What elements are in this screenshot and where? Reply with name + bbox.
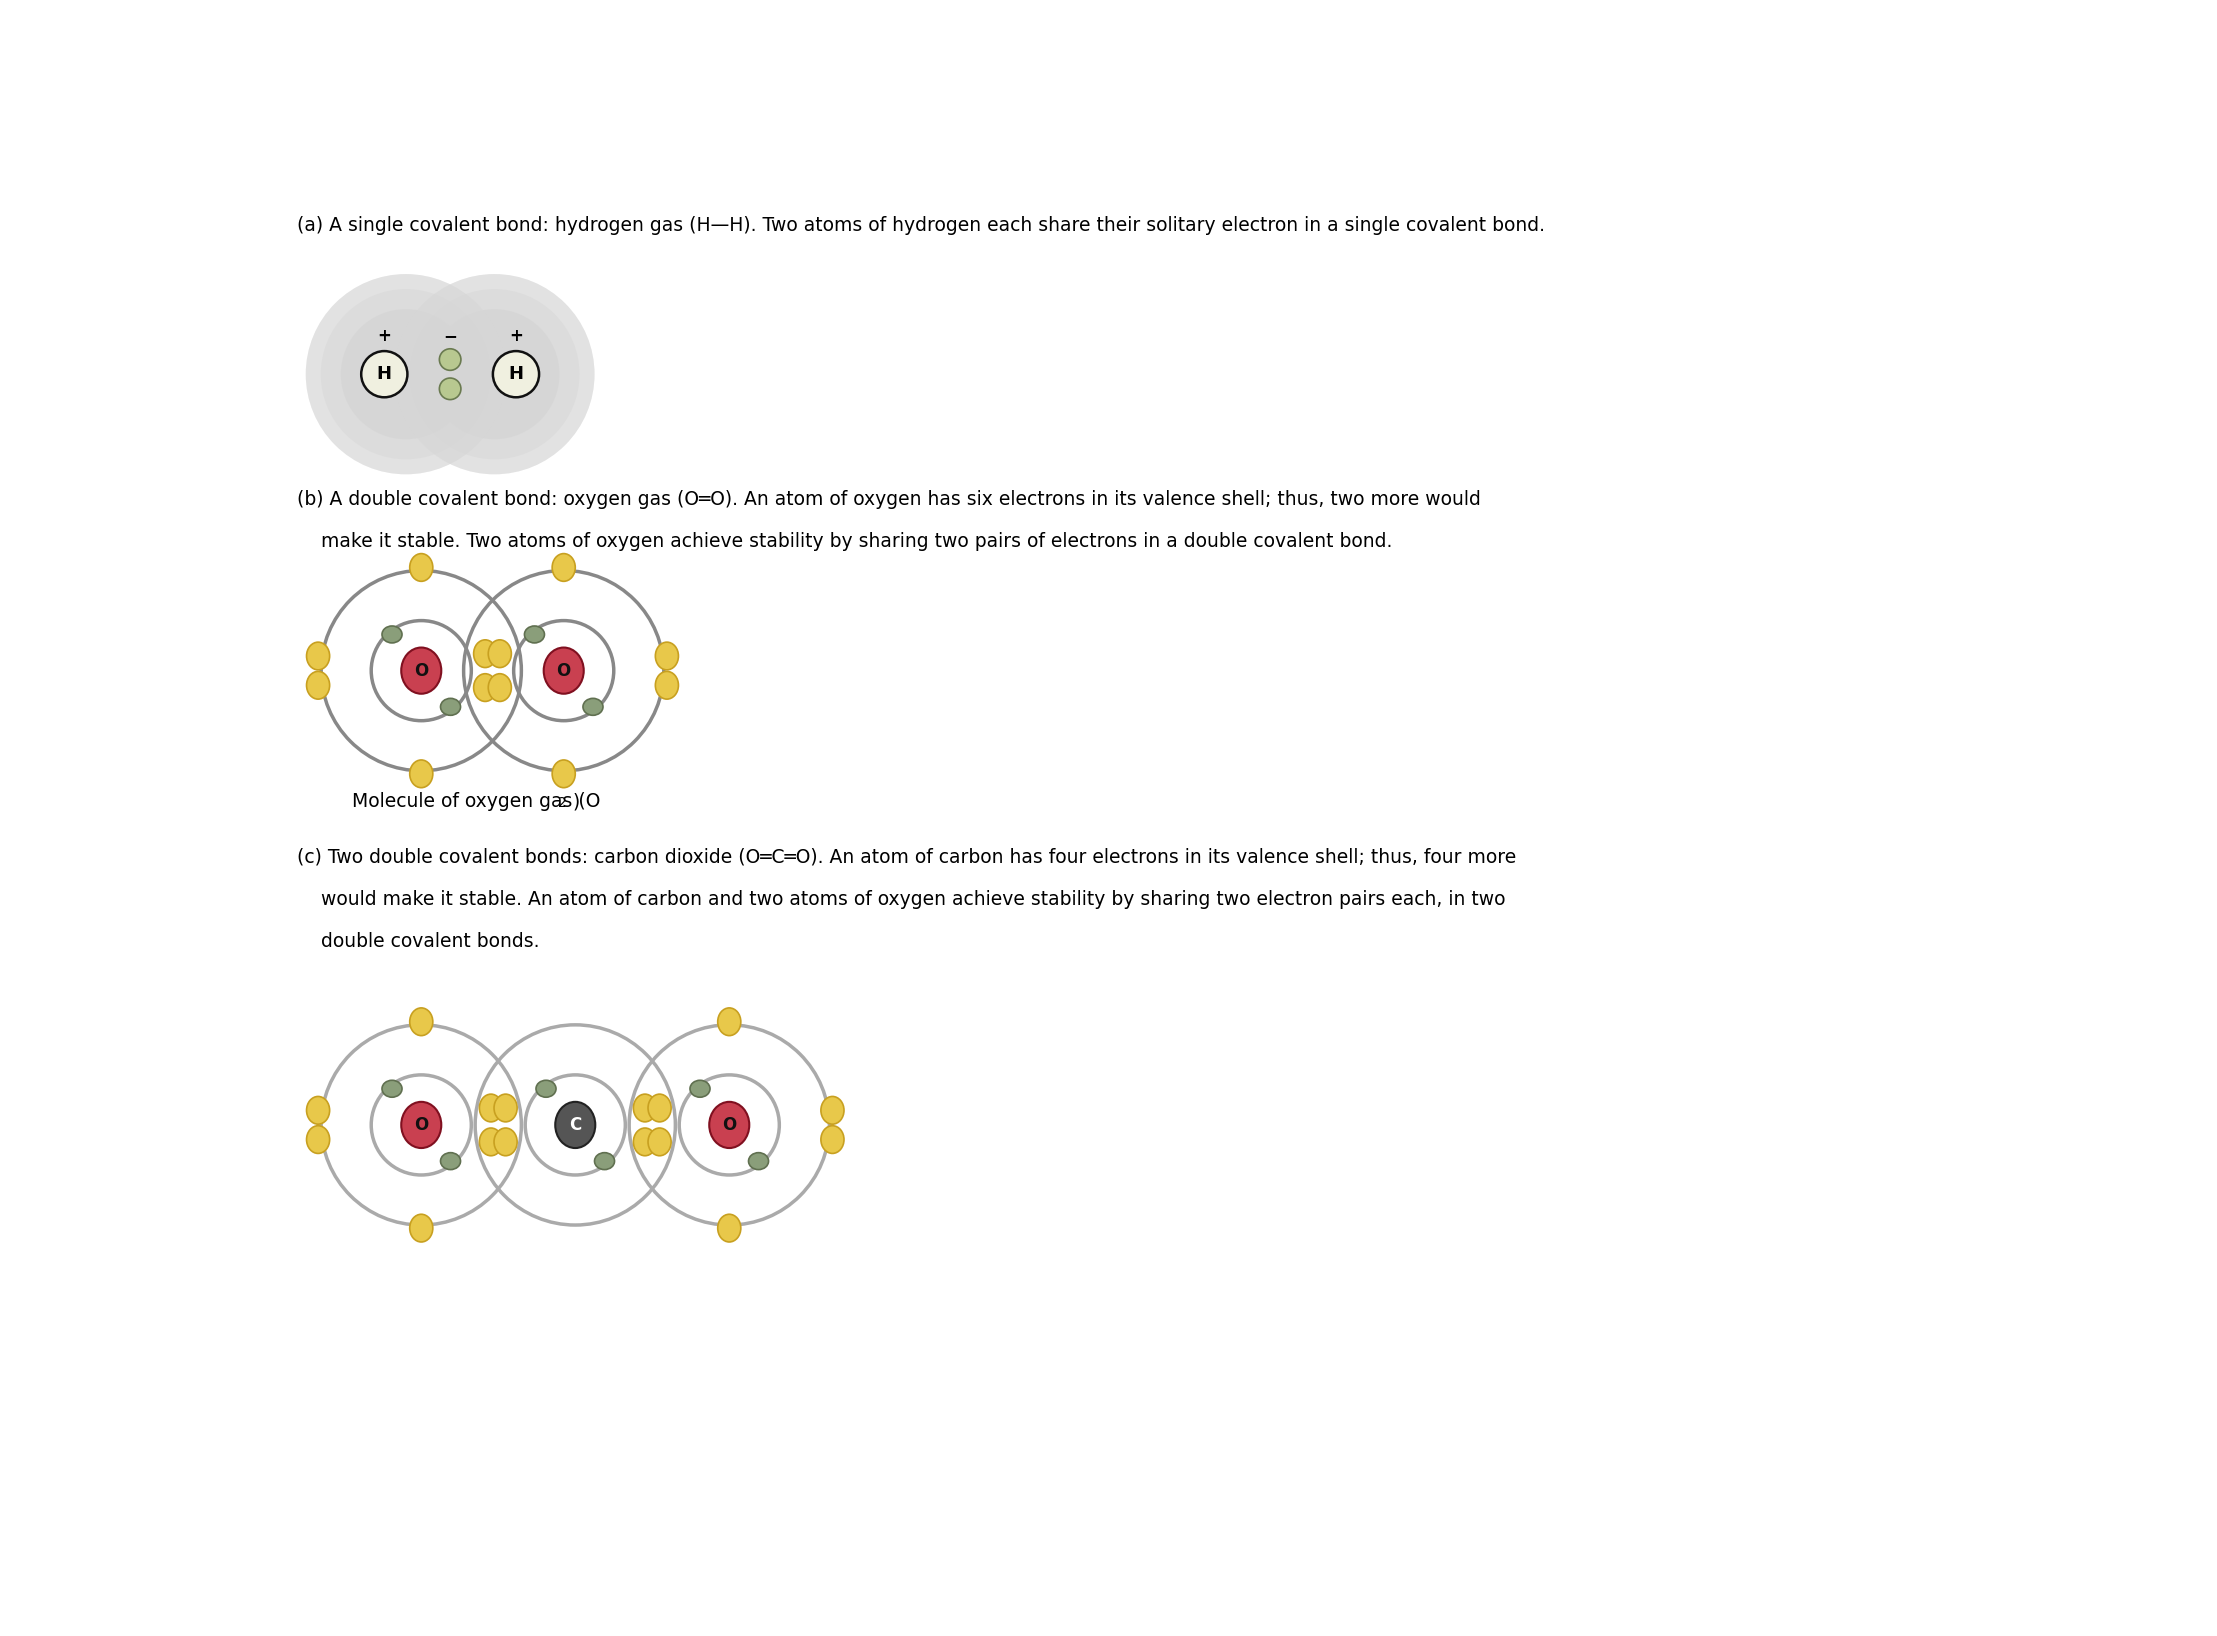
Ellipse shape [306,1096,330,1124]
Ellipse shape [474,674,497,702]
Text: +: + [510,327,523,345]
Ellipse shape [488,640,512,667]
Ellipse shape [634,1127,656,1155]
Ellipse shape [395,275,594,474]
Ellipse shape [594,1153,614,1170]
Text: −: − [443,327,457,345]
Ellipse shape [430,309,559,438]
Ellipse shape [583,699,603,715]
Ellipse shape [647,1127,672,1155]
Text: O: O [415,661,428,679]
Text: make it stable. Two atoms of oxygen achieve stability by sharing two pairs of el: make it stable. Two atoms of oxygen achi… [297,532,1392,551]
Ellipse shape [820,1126,845,1153]
Text: 2: 2 [559,797,568,810]
Ellipse shape [410,553,432,581]
Ellipse shape [479,1127,503,1155]
Ellipse shape [474,640,497,667]
Ellipse shape [749,1153,769,1170]
Ellipse shape [341,309,470,438]
Ellipse shape [718,1008,740,1036]
Ellipse shape [410,761,432,787]
Text: (a) A single covalent bond: hydrogen gas (H—H). Two atoms of hydrogen each share: (a) A single covalent bond: hydrogen gas… [297,216,1545,236]
Text: O: O [723,1116,736,1134]
Ellipse shape [306,643,330,669]
Ellipse shape [656,643,678,669]
Ellipse shape [306,275,505,474]
Ellipse shape [410,290,579,460]
Ellipse shape [306,275,505,474]
Text: (c) Two double covalent bonds: carbon dioxide (O═C═O). An atom of carbon has fou: (c) Two double covalent bonds: carbon di… [297,847,1516,867]
Ellipse shape [709,1101,749,1148]
Text: double covalent bonds.: double covalent bonds. [297,933,539,952]
Circle shape [361,352,408,398]
Ellipse shape [488,674,512,702]
Text: O: O [415,1116,428,1134]
Ellipse shape [494,1127,517,1155]
Ellipse shape [647,1094,672,1122]
Ellipse shape [441,699,461,715]
Ellipse shape [689,1080,709,1098]
Ellipse shape [439,348,461,370]
Ellipse shape [410,1008,432,1036]
Ellipse shape [554,1101,596,1148]
Ellipse shape [401,1101,441,1148]
Text: ): ) [572,792,581,811]
Ellipse shape [494,1094,517,1122]
Ellipse shape [381,1080,401,1098]
Ellipse shape [401,648,441,694]
Ellipse shape [525,627,545,643]
Ellipse shape [820,1096,845,1124]
Text: H: H [377,365,392,383]
Circle shape [492,352,539,398]
Ellipse shape [306,671,330,699]
Ellipse shape [552,761,574,787]
Ellipse shape [537,1080,556,1098]
Ellipse shape [634,1094,656,1122]
Ellipse shape [656,671,678,699]
Text: +: + [377,327,390,345]
Text: H: H [508,365,523,383]
Text: C: C [570,1116,581,1134]
Ellipse shape [479,1094,503,1122]
Text: (b) A double covalent bond: oxygen gas (O═O). An atom of oxygen has six electron: (b) A double covalent bond: oxygen gas (… [297,489,1481,509]
Ellipse shape [441,1153,461,1170]
Ellipse shape [395,275,594,474]
Ellipse shape [381,627,401,643]
Ellipse shape [543,648,583,694]
Ellipse shape [410,1214,432,1242]
Text: Molecule of oxygen gas (O: Molecule of oxygen gas (O [353,792,601,811]
Text: would make it stable. An atom of carbon and two atoms of oxygen achieve stabilit: would make it stable. An atom of carbon … [297,890,1505,910]
Ellipse shape [718,1214,740,1242]
Ellipse shape [552,553,574,581]
Ellipse shape [306,1126,330,1153]
Ellipse shape [321,290,490,460]
Text: O: O [556,661,570,679]
Ellipse shape [439,378,461,399]
